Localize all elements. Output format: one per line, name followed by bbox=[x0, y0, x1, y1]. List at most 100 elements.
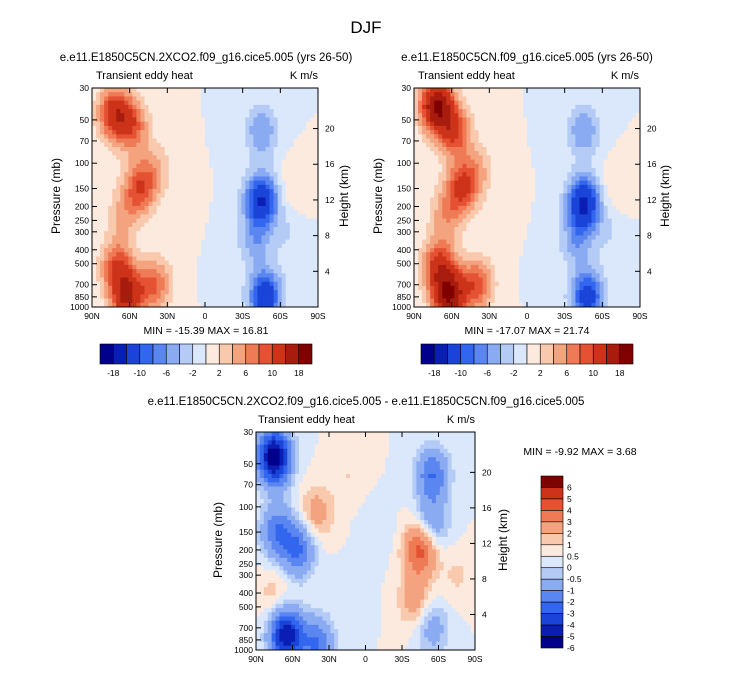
field-cell bbox=[426, 126, 430, 131]
field-cell bbox=[632, 214, 636, 219]
field-cell bbox=[298, 109, 302, 114]
field-cell bbox=[294, 168, 298, 173]
field-cell bbox=[153, 88, 157, 93]
field-cell bbox=[161, 273, 165, 278]
field-cell bbox=[632, 139, 636, 144]
field-cell bbox=[132, 151, 136, 156]
field-cell bbox=[270, 117, 274, 122]
field-cell bbox=[100, 235, 104, 240]
field-cell bbox=[624, 231, 628, 236]
field-cell bbox=[551, 155, 555, 160]
field-cell bbox=[575, 227, 579, 232]
field-cell bbox=[132, 265, 136, 270]
field-cell bbox=[128, 105, 132, 110]
panel-1-left-label: Transient eddy heat bbox=[96, 70, 193, 82]
field-cell bbox=[462, 109, 466, 114]
field-cell bbox=[185, 210, 189, 215]
field-cell bbox=[422, 105, 426, 110]
field-cell bbox=[245, 134, 249, 139]
field-cell bbox=[100, 202, 104, 207]
field-cell bbox=[442, 151, 446, 156]
field-cell bbox=[225, 96, 229, 101]
field-cell bbox=[128, 143, 132, 148]
field-cell bbox=[438, 122, 442, 127]
field-cell bbox=[523, 139, 527, 144]
field-cell bbox=[286, 155, 290, 160]
field-cell bbox=[600, 151, 604, 156]
field-cell bbox=[201, 202, 205, 207]
field-cell bbox=[310, 248, 314, 253]
field-cell bbox=[294, 193, 298, 198]
field-cell bbox=[140, 223, 144, 228]
field-cell bbox=[157, 240, 161, 245]
field-cell bbox=[588, 210, 592, 215]
field-cell bbox=[181, 185, 185, 190]
field-cell bbox=[262, 122, 266, 127]
field-cell bbox=[169, 219, 173, 224]
field-cell bbox=[153, 113, 157, 118]
field-cell bbox=[229, 299, 233, 304]
field-cell bbox=[298, 139, 302, 144]
field-cell bbox=[132, 231, 136, 236]
field-cell bbox=[92, 256, 96, 261]
field-cell bbox=[278, 155, 282, 160]
field-cell bbox=[173, 256, 177, 261]
field-cell bbox=[575, 113, 579, 118]
field-cell bbox=[217, 223, 221, 228]
field-cell bbox=[306, 143, 310, 148]
field-cell bbox=[422, 151, 426, 156]
field-cell bbox=[153, 151, 157, 156]
field-cell bbox=[499, 101, 503, 106]
field-cell bbox=[555, 214, 559, 219]
field-cell bbox=[426, 130, 430, 135]
field-cell bbox=[149, 210, 153, 215]
field-cell bbox=[446, 160, 450, 165]
field-cell bbox=[462, 210, 466, 215]
field-cell bbox=[100, 151, 104, 156]
field-cell bbox=[475, 172, 479, 177]
field-cell bbox=[608, 92, 612, 97]
field-cell bbox=[616, 206, 620, 211]
field-cell bbox=[282, 223, 286, 228]
field-cell bbox=[177, 256, 181, 261]
field-cell bbox=[169, 286, 173, 291]
field-cell bbox=[209, 130, 213, 135]
field-cell bbox=[165, 256, 169, 261]
field-cell bbox=[515, 176, 519, 181]
field-cell bbox=[177, 88, 181, 93]
field-cell bbox=[596, 202, 600, 207]
field-cell bbox=[596, 109, 600, 114]
field-cell bbox=[177, 265, 181, 270]
field-cell bbox=[298, 248, 302, 253]
field-cell bbox=[592, 185, 596, 190]
field-cell bbox=[124, 198, 128, 203]
field-cell bbox=[438, 105, 442, 110]
field-cell bbox=[262, 265, 266, 270]
field-cell bbox=[185, 181, 189, 186]
field-cell bbox=[290, 126, 294, 131]
field-cell bbox=[422, 231, 426, 236]
field-cell bbox=[116, 185, 120, 190]
field-cell bbox=[282, 294, 286, 299]
field-cell bbox=[491, 227, 495, 232]
field-cell bbox=[253, 299, 257, 304]
field-cell bbox=[290, 198, 294, 203]
field-cell bbox=[475, 206, 479, 211]
field-cell bbox=[458, 147, 462, 152]
field-cell bbox=[217, 109, 221, 114]
field-cell bbox=[511, 219, 515, 224]
field-cell bbox=[434, 214, 438, 219]
field-cell bbox=[487, 168, 491, 173]
field-cell bbox=[266, 113, 270, 118]
field-cell bbox=[124, 122, 128, 127]
field-cell bbox=[100, 117, 104, 122]
field-cell bbox=[229, 181, 233, 186]
field-cell bbox=[278, 193, 282, 198]
field-cell bbox=[116, 198, 120, 203]
field-cell bbox=[527, 147, 531, 152]
field-cell bbox=[144, 202, 148, 207]
field-cell bbox=[193, 219, 197, 224]
field-cell bbox=[136, 189, 140, 194]
field-cell bbox=[274, 155, 278, 160]
field-cell bbox=[527, 92, 531, 97]
